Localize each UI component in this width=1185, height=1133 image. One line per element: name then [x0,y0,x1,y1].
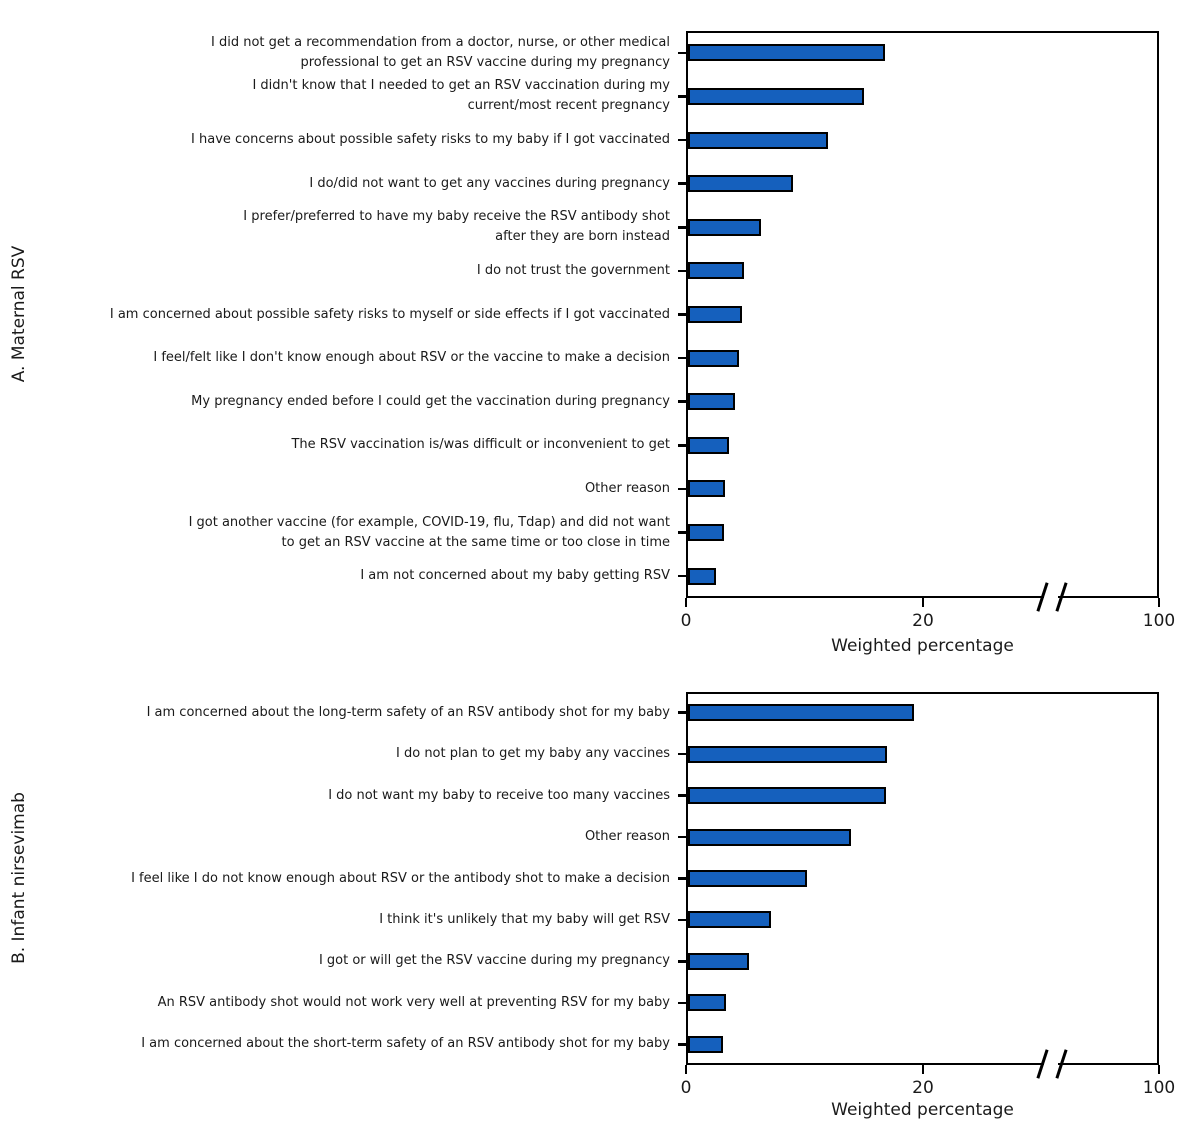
category-label: I do not want my baby to receive too man… [328,787,670,803]
category-label: Other reason [584,480,670,496]
x-tick-label: 100 [1142,1078,1176,1098]
bar [688,44,886,62]
category-label: I got or will get the RSV vaccine during… [318,953,670,969]
x-tick-label: 0 [680,611,692,631]
bar [688,262,745,280]
bar [688,436,729,454]
category-label: Other reason [584,829,670,845]
y-axis-tick [678,531,688,534]
y-axis-tick [678,313,688,316]
y-axis-tick [678,711,688,714]
y-axis-tick [678,356,688,360]
category-label: I am concerned about possible safety ris… [109,306,670,322]
y-axis-tick [678,794,688,797]
axis-break-gap [1044,1062,1058,1066]
category-label: My pregnancy ended before I could get th… [191,393,670,409]
category-label: I got another vaccine (for example, COVI… [188,514,670,550]
y-axis-tick [678,574,688,578]
bar [688,1035,723,1053]
panel-a-title: A. Maternal RSV [9,245,29,383]
bar [688,994,727,1012]
bar [688,131,829,149]
x-axis-tick [921,598,925,607]
category-label: I am not concerned about my baby getting… [360,568,670,584]
x-axis-tick [684,598,688,607]
bar [688,306,742,323]
y-axis-tick [678,95,688,98]
category-label: I am concerned about the long-term safet… [146,704,670,720]
panel-a-x-axis-title: Weighted percentage [831,636,1014,656]
category-label: I feel like I do not know enough about R… [131,870,670,886]
y-axis-tick [678,1043,688,1046]
bar [688,704,914,722]
bar [688,218,761,236]
y-axis-tick [678,226,688,229]
x-axis-tick [921,1065,925,1074]
bar [688,787,887,805]
x-tick-label: 100 [1142,611,1176,631]
plot-frame [686,31,1159,598]
bar [688,349,740,367]
bar [688,393,735,411]
y-axis-tick [678,877,688,880]
bar [688,567,716,585]
bar [688,524,724,542]
y-axis-tick [678,918,688,922]
y-axis-tick [678,960,688,963]
x-axis-tick [1157,1065,1161,1074]
y-axis-tick [678,400,688,403]
y-axis-tick [678,182,688,185]
axis-break-gap [1044,595,1058,599]
category-label: I do/did not want to get any vaccines du… [309,175,670,191]
bar [688,870,807,887]
category-label: I think it's unlikely that my baby will … [379,911,670,927]
category-label: I didn't know that I needed to get an RS… [252,78,670,114]
category-label: I feel/felt like I don't know enough abo… [153,350,670,366]
category-label: I did not get a recommendation from a do… [211,34,670,70]
category-label: I have concerns about possible safety ri… [191,132,670,148]
bar [688,87,864,105]
category-label: I am concerned about the short-term safe… [141,1036,670,1052]
x-tick-label: 20 [912,611,934,631]
category-label: I prefer/preferred to have my baby recei… [243,209,670,245]
category-label: The RSV vaccination is/was difficult or … [291,437,670,453]
y-axis-tick [678,269,688,273]
y-axis-tick [678,51,688,55]
category-label: I do not plan to get my baby any vaccine… [396,746,670,762]
y-axis-tick [678,752,688,756]
bar [688,952,749,970]
x-tick-label: 20 [912,1078,934,1098]
category-label: I do not trust the government [476,262,670,278]
y-axis-tick [678,1001,688,1005]
panel-b-title: B. Infant nirsevimab [9,792,29,964]
x-axis-tick [684,1065,688,1074]
y-axis-tick [678,487,688,491]
y-axis-tick [678,138,688,142]
bar [688,745,888,763]
y-axis-tick [678,444,688,447]
bar [688,911,772,929]
x-axis-tick [1157,598,1161,607]
bar [688,175,793,193]
bar [688,480,726,498]
x-tick-label: 0 [680,1078,692,1098]
y-axis-tick [678,835,688,839]
bar [688,828,851,846]
category-label: An RSV antibody shot would not work very… [157,994,670,1010]
panel-b-x-axis-title: Weighted percentage [831,1100,1014,1120]
